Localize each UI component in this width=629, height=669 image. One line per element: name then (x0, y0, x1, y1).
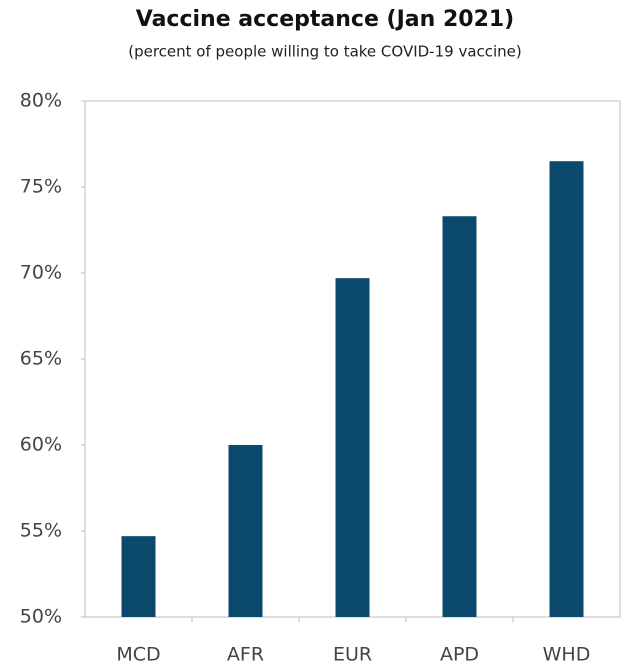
y-tick-label: 75% (20, 176, 62, 198)
y-tick-label: 55% (20, 520, 62, 542)
bar (335, 278, 370, 617)
y-tick-label: 60% (20, 434, 62, 456)
y-tick-label: 70% (20, 262, 62, 284)
bar (121, 536, 156, 617)
y-tick-label: 80% (20, 90, 62, 112)
y-tick-label: 50% (20, 606, 62, 628)
bar (228, 445, 263, 617)
x-tick-label: EUR (333, 644, 372, 666)
chart-title: Vaccine acceptance (Jan 2021) (136, 7, 514, 32)
x-tick-label: MCD (116, 644, 160, 666)
bar (442, 216, 477, 618)
x-tick-label: WHD (543, 644, 591, 666)
y-tick-label: 65% (20, 348, 62, 370)
chart-subtitle: (percent of people willing to take COVID… (128, 43, 522, 61)
x-tick-label: APD (440, 644, 479, 666)
bar (549, 161, 584, 617)
x-tick-label: AFR (227, 644, 264, 666)
